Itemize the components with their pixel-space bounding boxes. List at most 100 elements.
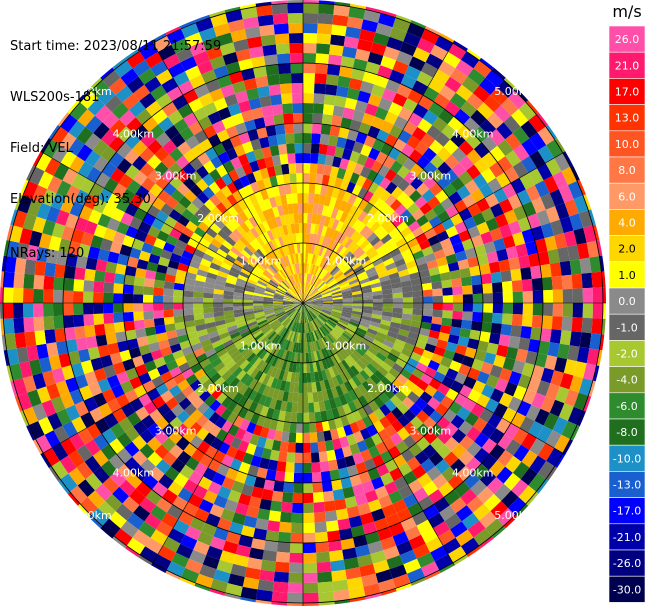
gate-cell <box>460 51 480 69</box>
gate-cell <box>371 476 385 490</box>
gate-cell <box>289 552 303 563</box>
gate-cell <box>339 222 348 234</box>
gate-cell <box>336 426 347 439</box>
gate-cell <box>368 274 380 282</box>
gate-cell <box>319 286 329 293</box>
gate-cell <box>92 392 107 408</box>
gate-cell <box>454 199 468 213</box>
gate-cell <box>64 327 76 341</box>
gate-cell <box>555 386 570 404</box>
gate-cell <box>55 209 70 226</box>
gate-cell <box>493 105 512 123</box>
gate-cell <box>355 461 368 475</box>
gate-cell <box>76 144 93 162</box>
gate-cell <box>418 239 431 251</box>
gate-cell <box>100 145 117 162</box>
gate-cell <box>343 213 353 226</box>
gate-cell <box>71 228 85 244</box>
gate-cell <box>214 233 226 245</box>
gate-cell <box>296 263 300 274</box>
gate-cell <box>415 233 428 244</box>
gate-cell <box>320 270 329 280</box>
gate-cell <box>412 296 423 303</box>
gate-cell <box>195 274 207 283</box>
colorbar-boxes: 26.021.017.013.010.08.06.04.02.01.00.0-1… <box>608 25 646 603</box>
gate-cell <box>545 206 560 223</box>
gate-cell <box>196 243 208 254</box>
gate-cell <box>44 262 57 277</box>
gate-cell <box>136 259 149 270</box>
gate-cell <box>508 257 521 271</box>
gate-cell <box>300 283 303 294</box>
range-ring-labels: 1.00km1.00km1.00km1.00km2.00km2.00km2.00… <box>70 85 536 522</box>
gate-cell <box>22 213 37 231</box>
gate-cell <box>411 126 427 142</box>
gate-cell <box>340 537 355 550</box>
gate-cell <box>453 554 468 566</box>
gate-cell <box>178 510 194 526</box>
gate-cell <box>256 235 265 247</box>
gate-cell <box>403 232 416 243</box>
gate-cell <box>151 218 165 231</box>
gate-cell <box>308 286 315 295</box>
gate-cell <box>412 510 428 526</box>
gate-cell <box>32 216 47 234</box>
gate-cell <box>345 343 355 353</box>
gate-cell <box>135 328 147 339</box>
gate-cell <box>273 298 284 301</box>
gate-cell <box>311 293 322 299</box>
gate-cell <box>259 233 268 245</box>
gate-cell <box>400 226 412 238</box>
gate-cell <box>346 433 357 446</box>
gate-cell <box>552 416 568 435</box>
gate-cell <box>372 303 384 308</box>
gate-cell <box>290 532 303 544</box>
gate-cell <box>303 452 312 464</box>
gate-cell <box>288 233 294 245</box>
gate-cell <box>303 303 306 313</box>
gate-cell <box>288 288 297 296</box>
gate-cell <box>335 85 349 98</box>
gate-cell <box>439 33 455 44</box>
gate-cell <box>303 422 310 433</box>
gate-cell <box>323 399 332 411</box>
gate-cell <box>328 135 339 147</box>
gate-cell <box>303 173 310 184</box>
gate-cell <box>333 4 350 17</box>
gate-cell <box>60 150 77 168</box>
gate-cell <box>434 35 453 52</box>
gate-cell <box>359 225 370 237</box>
gate-cell <box>366 169 378 182</box>
gate-cell <box>515 243 528 258</box>
gate-cell <box>178 397 192 411</box>
gate-cell <box>386 243 399 253</box>
gate-cell <box>246 172 257 185</box>
gate-cell <box>451 147 467 163</box>
gate-cell <box>368 147 381 161</box>
gate-cell <box>203 467 217 482</box>
gate-cell <box>428 489 445 505</box>
gate-cell <box>194 583 211 592</box>
gate-cell <box>323 379 331 390</box>
gate-cell <box>372 32 390 47</box>
gate-cell <box>386 353 399 363</box>
gate-cell <box>57 479 70 494</box>
gate-cell <box>330 34 346 47</box>
gate-cell <box>287 391 294 403</box>
gate-cell <box>87 246 101 260</box>
gate-cell <box>152 295 164 303</box>
gate-cell <box>333 198 343 210</box>
gate-cell <box>503 472 521 491</box>
gate-cell <box>196 191 210 204</box>
gate-cell <box>317 256 324 267</box>
gate-cell <box>35 434 52 453</box>
gate-cell <box>20 179 29 196</box>
gate-cell <box>253 213 263 226</box>
gate-cell <box>327 217 336 229</box>
gate-cell <box>252 330 263 339</box>
gate-cell <box>365 592 382 600</box>
gate-cell <box>226 181 238 194</box>
gate-cell <box>306 322 310 333</box>
gate-cell <box>368 181 380 194</box>
gate-cell <box>242 430 253 443</box>
